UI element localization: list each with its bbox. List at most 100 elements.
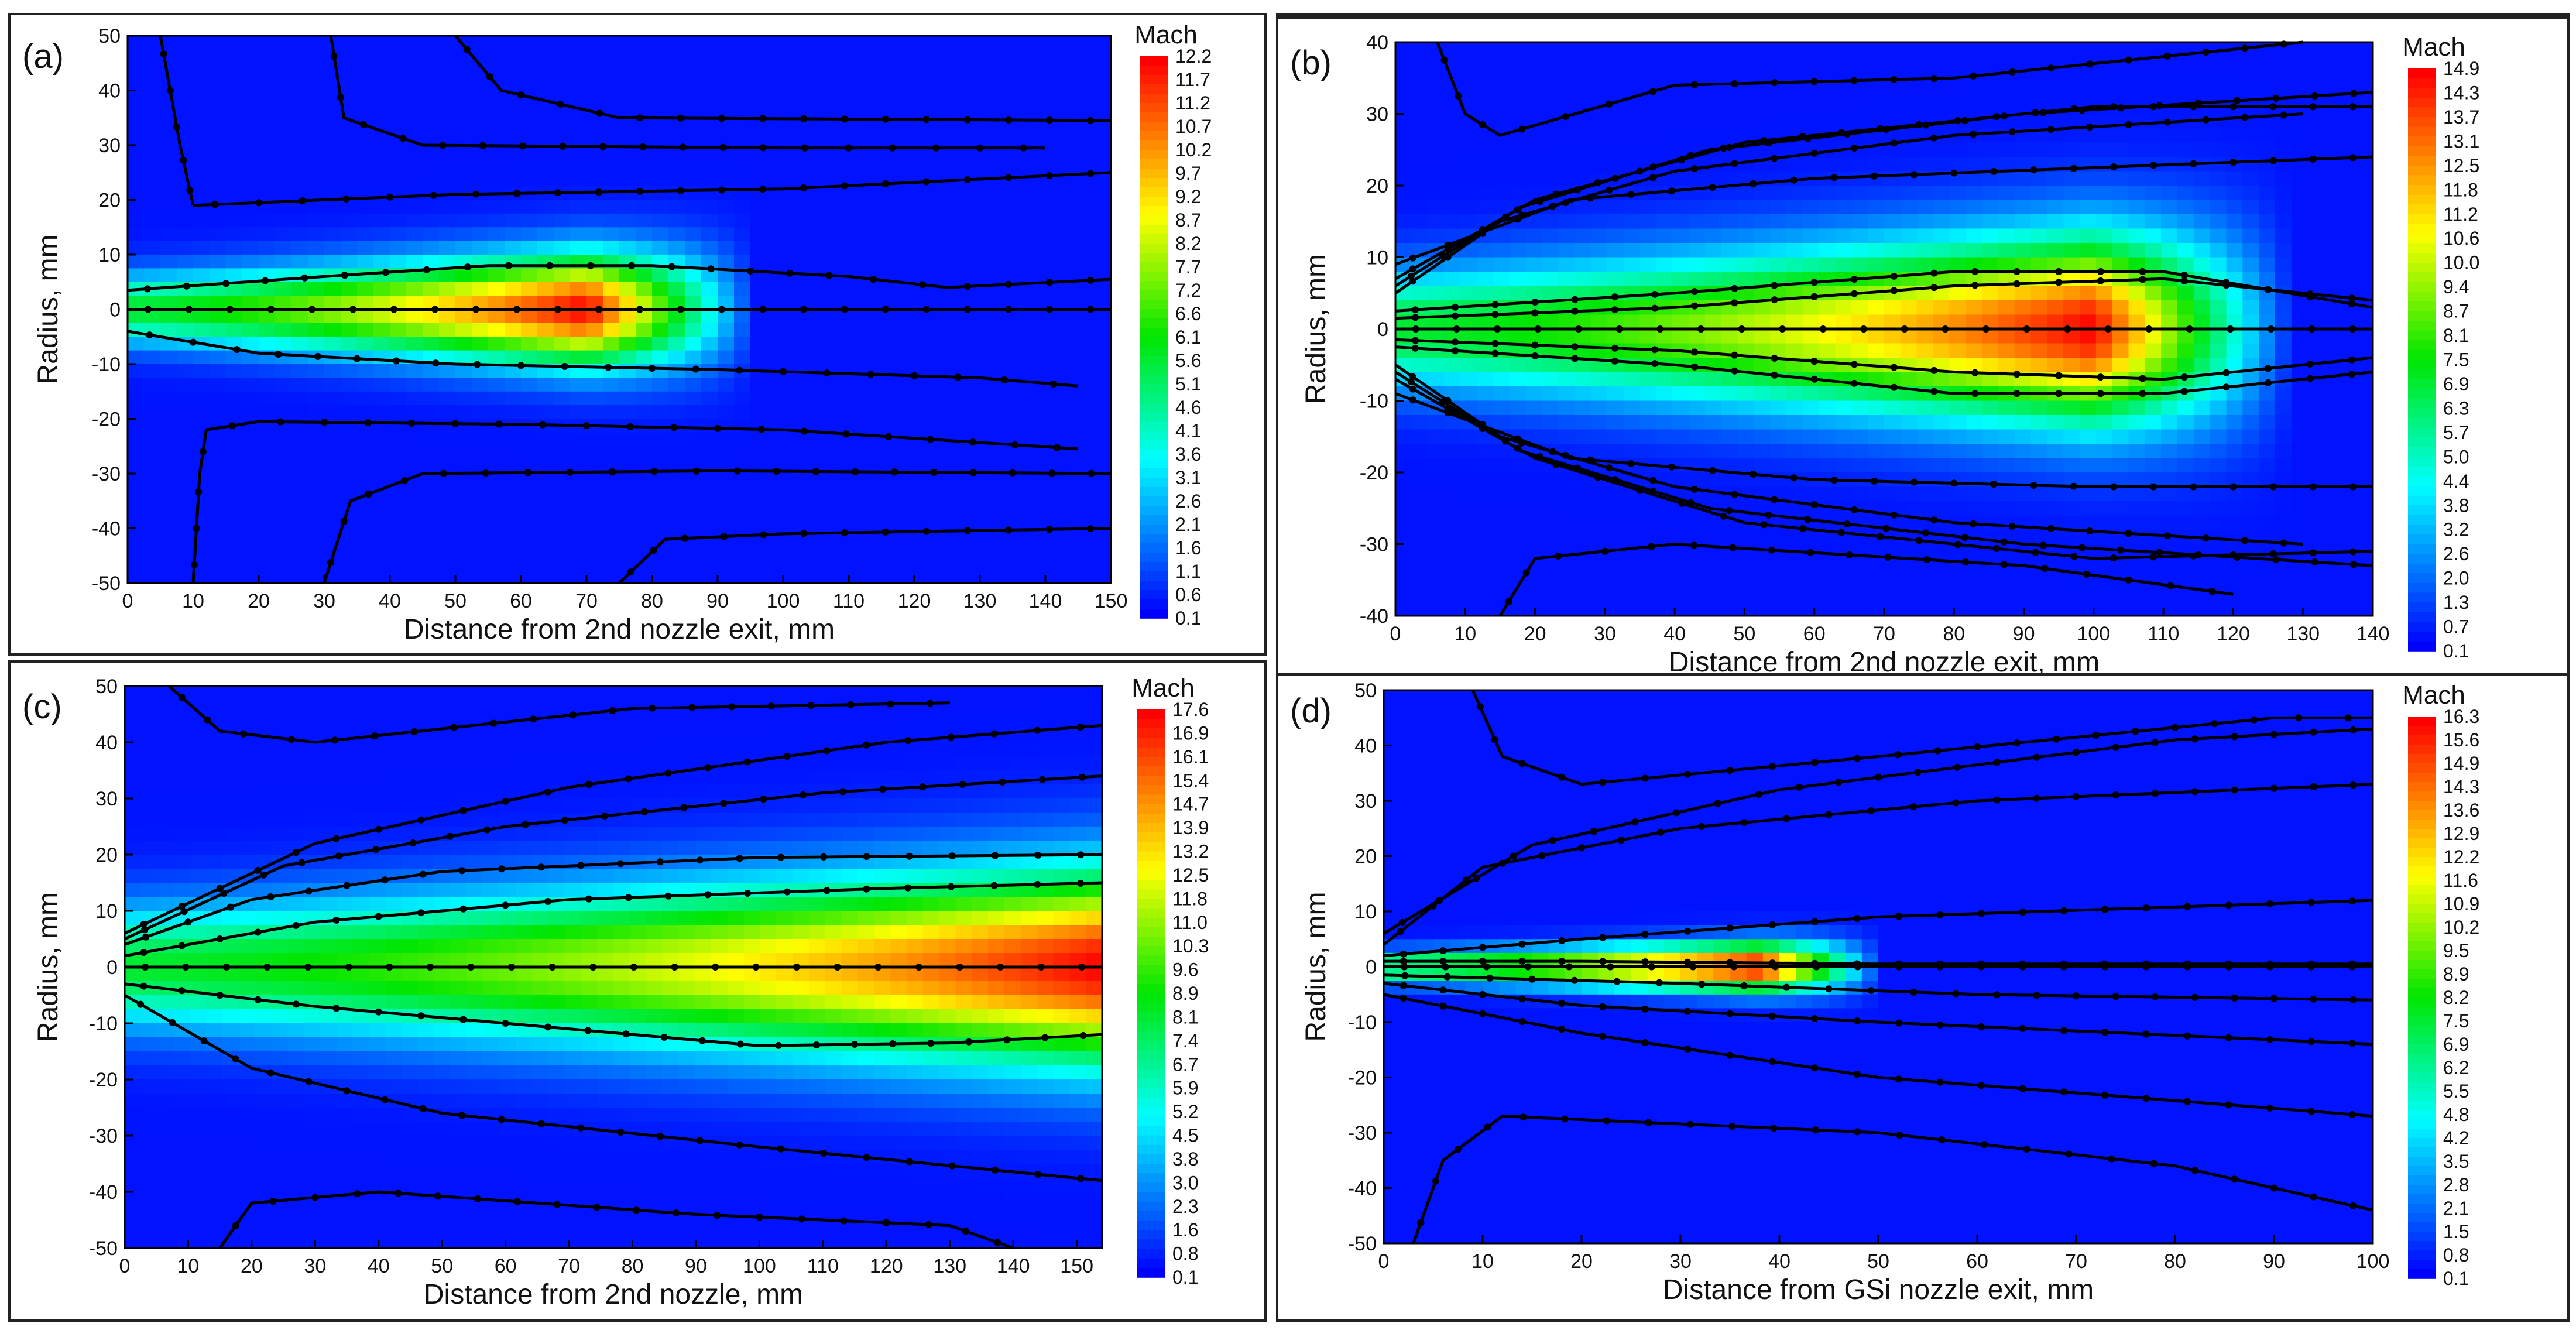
heat-cell [898, 90, 915, 105]
heat-cell [570, 77, 587, 91]
heat-cell [931, 63, 948, 77]
heat-cell [1656, 243, 1673, 258]
heat-cell [275, 241, 292, 255]
heat-cell [865, 528, 882, 543]
streamline-marker [882, 180, 889, 187]
heat-cell [718, 487, 735, 502]
heat-cell [996, 323, 1013, 338]
heat-cell [636, 391, 653, 406]
heat-cell [636, 446, 653, 461]
heat-cell [718, 323, 735, 338]
colorbar-tick-label: 4.1 [1175, 420, 1201, 441]
heat-cell [586, 569, 603, 584]
heat-cell [1013, 227, 1030, 242]
heat-cell [652, 556, 669, 570]
heat-cell [1395, 573, 1412, 588]
heat-cell [2210, 128, 2227, 143]
heat-cell [423, 200, 440, 214]
heat-cell [521, 446, 538, 461]
heat-cell [2177, 257, 2194, 272]
heat-cell [423, 63, 440, 77]
heat-cell [1819, 558, 1836, 574]
heat-cell [2080, 486, 2097, 502]
heat-cell [554, 49, 571, 64]
heat-cell [324, 200, 341, 214]
colorbar-tick-label: 7.7 [1175, 256, 1201, 277]
heat-cell [1721, 472, 1738, 488]
heat-cell [1672, 42, 1689, 57]
heat-cell [1884, 85, 1901, 100]
heat-cell [1689, 601, 1706, 616]
heat-cell [226, 515, 243, 529]
heat-cell [1062, 350, 1079, 365]
heat-cell [701, 541, 718, 557]
heat-cell [177, 36, 194, 50]
streamline-marker [408, 419, 416, 427]
heat-cell [947, 541, 964, 557]
heat-cell [291, 364, 308, 379]
heat-cell [701, 104, 718, 119]
streamline-marker [681, 534, 688, 542]
heat-cell [668, 364, 685, 379]
streamline-marker [554, 189, 561, 197]
heat-cell [488, 49, 505, 64]
heat-cell [1933, 214, 1950, 229]
heat-cell [1998, 243, 2015, 258]
heat-cell [1916, 415, 1934, 430]
heat-cell [701, 159, 718, 173]
heat-cell [701, 296, 718, 310]
heat-cell [816, 405, 833, 420]
heat-cell [767, 159, 784, 173]
heat-cell [570, 268, 587, 283]
heat-cell [996, 446, 1013, 461]
heat-cell [488, 145, 505, 160]
heat-cell [193, 186, 210, 201]
heat-cell [1558, 486, 1575, 502]
heat-cell [1460, 157, 1477, 172]
heat-cell [718, 419, 735, 433]
x-tick-label: 30 [313, 590, 335, 612]
heat-cell [554, 556, 571, 570]
heat-cell [1062, 432, 1079, 447]
heat-cell [2047, 214, 2064, 229]
heat-cell [1835, 56, 1853, 71]
heat-cell [160, 296, 177, 310]
heat-cell [1639, 200, 1657, 215]
streamline-marker [733, 467, 741, 475]
heat-cell [1754, 358, 1771, 373]
colorbar-tick-label: 5.6 [1175, 350, 1201, 371]
heat-cell [980, 541, 997, 557]
colorbar-tick-label: 2.6 [1175, 491, 1201, 512]
heat-cell [128, 118, 145, 132]
heat-cell [832, 49, 849, 64]
heat-cell [1704, 573, 1722, 588]
heat-cell [2128, 558, 2146, 574]
heat-cell [1395, 85, 1412, 100]
heat-cell [832, 213, 849, 228]
heat-cell [1998, 343, 2015, 358]
heat-cell [1525, 501, 1543, 516]
heat-cell [1704, 530, 1722, 545]
heat-cell [2080, 515, 2097, 530]
heat-cell [1982, 85, 1999, 100]
heat-cell [1754, 243, 1771, 258]
heat-cell [865, 104, 882, 119]
heat-cell [2193, 429, 2211, 444]
heat-cell [1949, 400, 1966, 416]
heat-cell [128, 200, 145, 214]
heat-cell [472, 172, 489, 187]
heat-cell [554, 405, 571, 420]
heat-cell [1754, 429, 1771, 444]
heat-cell [1949, 486, 1966, 502]
heat-cell [619, 474, 636, 488]
heat-cell [406, 405, 423, 420]
heat-cell [242, 227, 259, 242]
heat-cell [1395, 415, 1412, 430]
heat-cell [259, 63, 276, 77]
heat-cell [1689, 515, 1706, 530]
heat-cell [1460, 85, 1477, 100]
streamline-marker [330, 53, 338, 60]
heat-cell [242, 474, 259, 488]
heat-cell [1542, 400, 1559, 416]
heat-cell [521, 541, 538, 557]
